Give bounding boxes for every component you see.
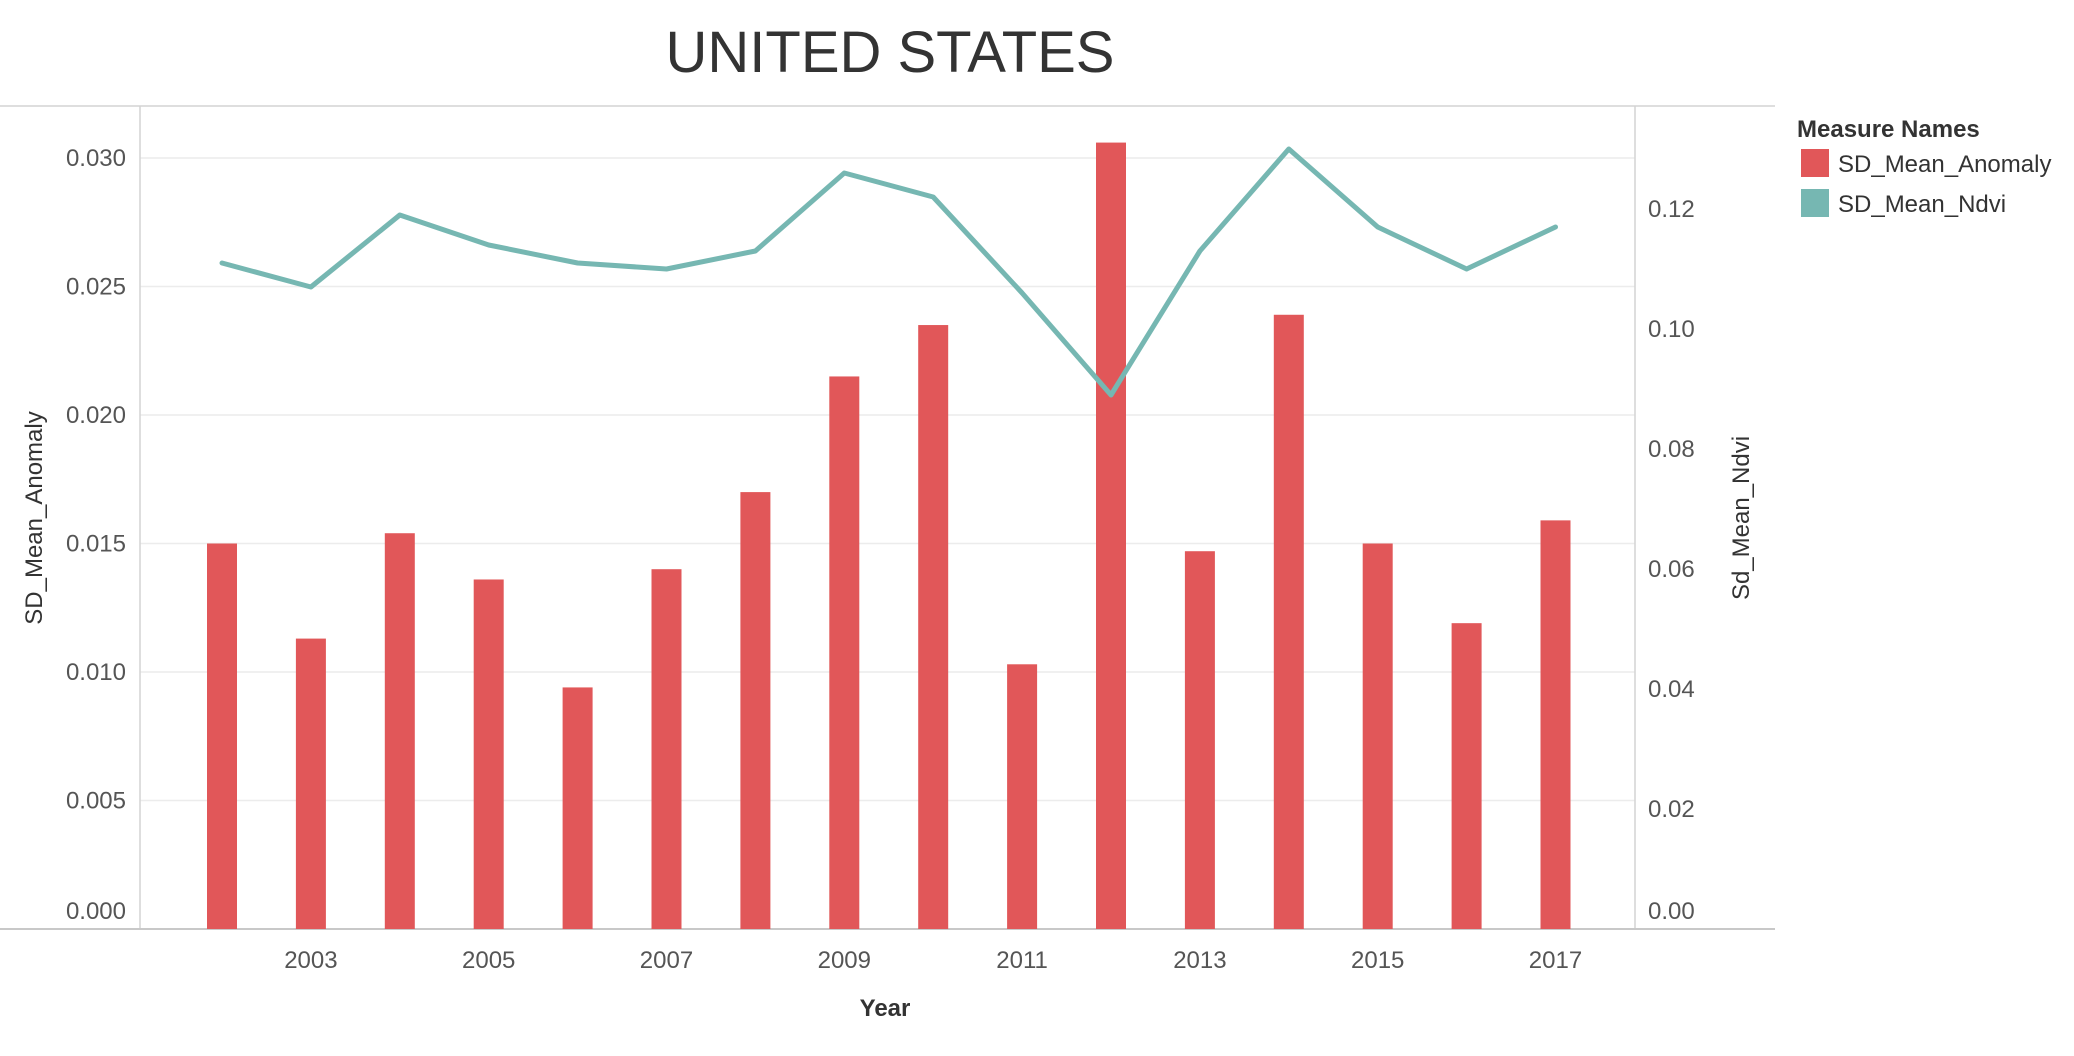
bar-2014 xyxy=(1273,314,1304,929)
bar-2012 xyxy=(1096,142,1126,929)
y-left-tick-label: 0.005 xyxy=(66,788,126,815)
bar-2016 xyxy=(1451,623,1482,929)
bar-2005 xyxy=(473,579,504,929)
legend-label-anomaly: SD_Mean_Anomaly xyxy=(1838,151,2051,178)
x-tick-label: 2007 xyxy=(640,947,693,974)
y-left-tick-label: 0.015 xyxy=(66,531,126,558)
legend-label-ndvi: SD_Mean_Ndvi xyxy=(1838,191,2006,218)
bar-2008 xyxy=(740,492,771,929)
bars xyxy=(207,142,1571,929)
series-line-ndvi xyxy=(219,146,1558,398)
y-right-tick-label: 0.12 xyxy=(1648,196,1695,223)
y-right-tick-label: 0.08 xyxy=(1648,436,1695,463)
bar-2017 xyxy=(1540,520,1571,929)
legend-swatch-ndvi xyxy=(1801,189,1829,217)
left-axis-ticks: 0.000 0.005 0.010 0.015 0.020 0.025 0.030 xyxy=(66,145,126,925)
x-tick-label: 2005 xyxy=(462,947,515,974)
y-right-tick-label: 0.04 xyxy=(1648,676,1695,703)
y-right-tick-label: 0.02 xyxy=(1648,796,1695,823)
gridlines xyxy=(140,157,1635,802)
chart-title: UNITED STATES xyxy=(666,20,1115,85)
y-right-tick-label: 0.10 xyxy=(1648,316,1695,343)
bar-2007 xyxy=(651,569,682,929)
ndvi-line xyxy=(219,146,1558,398)
legend: Measure Names SD_Mean_Anomaly SD_Mean_Nd… xyxy=(1797,116,2051,218)
y-right-tick-label: 0.06 xyxy=(1648,556,1695,583)
x-tick-label: 2017 xyxy=(1529,947,1582,974)
bar-2003 xyxy=(295,638,326,929)
y-left-tick-label: 0.025 xyxy=(66,274,126,301)
x-tick-label: 2003 xyxy=(284,947,337,974)
y-axis-right-title: Sd_Mean_Ndvi xyxy=(1728,436,1755,600)
x-tick-label: 2009 xyxy=(818,947,871,974)
y-left-tick-label: 0.030 xyxy=(66,145,126,172)
bar-2010 xyxy=(918,325,949,929)
bar-2015 xyxy=(1362,543,1393,929)
bar-2006 xyxy=(562,687,593,929)
x-axis-ticks: 2003 2005 2007 2009 2011 2013 2015 2017 xyxy=(284,947,1582,974)
y-left-tick-label: 0.010 xyxy=(66,659,126,686)
y-right-tick-label: 0.00 xyxy=(1648,898,1695,925)
legend-title: Measure Names xyxy=(1797,116,1980,143)
y-left-tick-label: 0.020 xyxy=(66,402,126,429)
bar-2004 xyxy=(384,533,415,929)
bar-2002 xyxy=(207,543,237,929)
x-tick-label: 2015 xyxy=(1351,947,1404,974)
y-axis-left-title: SD_Mean_Anomaly xyxy=(21,411,48,624)
right-axis-ticks: 0.00 0.02 0.04 0.06 0.08 0.10 0.12 xyxy=(1648,196,1695,925)
x-tick-label: 2011 xyxy=(996,947,1048,974)
bar-2009 xyxy=(829,376,860,929)
x-tick-label: 2013 xyxy=(1173,947,1226,974)
legend-swatch-anomaly xyxy=(1801,149,1829,177)
bar-2013 xyxy=(1184,551,1215,929)
bar-2011 xyxy=(1007,664,1038,929)
x-axis-title: Year xyxy=(860,995,911,1022)
y-left-tick-label: 0.000 xyxy=(66,898,126,925)
